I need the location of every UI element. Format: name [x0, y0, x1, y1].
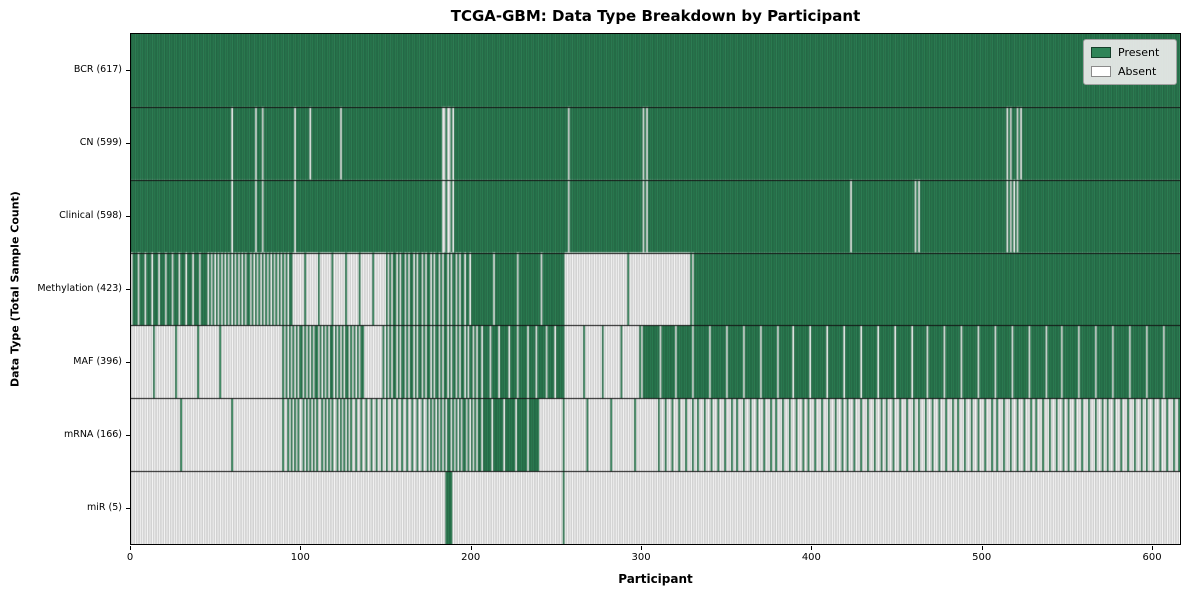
- y-tick-label-miR: miR (5): [87, 502, 122, 514]
- y-tick-mark: [126, 143, 130, 144]
- y-tick-mark: [126, 508, 130, 509]
- x-tick-mark: [300, 546, 301, 550]
- x-axis-title: Participant: [618, 572, 693, 586]
- x-tick-mark: [982, 546, 983, 550]
- x-tick-mark: [1152, 546, 1153, 550]
- legend-label-present: Present: [1118, 46, 1160, 59]
- x-tick-label-400: 400: [801, 552, 821, 563]
- y-tick-mark: [126, 289, 130, 290]
- y-tick-label-BCR: BCR (617): [73, 63, 122, 75]
- y-tick-label-Clinical: Clinical (598): [59, 209, 122, 221]
- legend-item-absent: Absent: [1091, 65, 1168, 78]
- x-tick-mark: [130, 546, 131, 550]
- x-tick-label-100: 100: [290, 552, 310, 563]
- y-tick-label-MAF: MAF (396): [73, 356, 122, 368]
- x-tick-label-300: 300: [631, 552, 651, 563]
- y-tick-mark: [126, 435, 130, 436]
- plot-area: [130, 33, 1181, 545]
- x-tick-label-600: 600: [1142, 552, 1162, 563]
- legend-item-present: Present: [1091, 46, 1168, 59]
- y-tick-label-CN: CN (599): [79, 136, 122, 148]
- absent-swatch-icon: [1091, 66, 1111, 77]
- chart-title: TCGA-GBM: Data Type Breakdown by Partici…: [450, 7, 861, 25]
- x-tick-label-200: 200: [461, 552, 481, 563]
- y-tick-mark: [126, 362, 130, 363]
- x-tick-mark: [471, 546, 472, 550]
- legend: Present Absent: [1083, 39, 1177, 85]
- present-swatch-icon: [1091, 47, 1111, 58]
- x-tick-mark: [811, 546, 812, 550]
- y-tick-label-Methylation: Methylation (423): [37, 283, 122, 294]
- y-tick-mark: [126, 70, 130, 71]
- legend-label-absent: Absent: [1118, 65, 1157, 78]
- y-tick-label-mRNA: mRNA (166): [63, 429, 122, 441]
- x-tick-label-500: 500: [972, 552, 992, 563]
- x-tick-mark: [641, 546, 642, 550]
- x-tick-label-0: 0: [126, 552, 134, 563]
- y-tick-mark: [126, 216, 130, 217]
- heatmap-canvas: [131, 34, 1180, 544]
